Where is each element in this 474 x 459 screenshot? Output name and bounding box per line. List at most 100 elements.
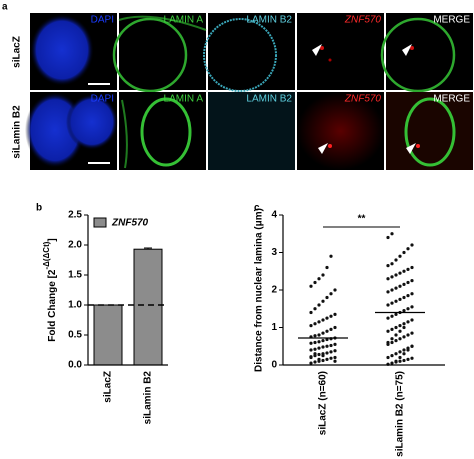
data-point <box>402 269 406 273</box>
data-point <box>402 295 406 300</box>
nucleus <box>66 94 118 150</box>
data-point <box>386 277 390 281</box>
data-point <box>309 284 313 288</box>
data-point <box>317 346 321 350</box>
data-point <box>309 310 313 315</box>
data-point <box>410 243 414 247</box>
data-point <box>410 318 414 322</box>
data-point <box>394 352 398 356</box>
row-label: siLamin B2 <box>12 105 23 159</box>
data-point <box>398 359 402 363</box>
data-point <box>325 357 329 361</box>
signal <box>328 144 332 148</box>
data-point <box>406 247 410 251</box>
data-point <box>317 352 321 357</box>
data-point <box>325 295 329 300</box>
error-bar <box>144 247 152 250</box>
data-point <box>325 265 329 270</box>
data-point <box>410 344 414 348</box>
data-point <box>317 340 321 344</box>
y-tick-label: 0.5 <box>68 330 82 341</box>
x-tick-label: siLamin B2 (n=75) <box>395 371 406 457</box>
data-point <box>321 358 325 363</box>
data-point <box>313 334 317 338</box>
y-tick-label: 2.5 <box>68 210 82 221</box>
data-point <box>386 290 390 294</box>
panel-label: a <box>2 2 8 13</box>
image <box>208 13 295 90</box>
data-point <box>398 271 402 275</box>
data-point <box>390 327 394 331</box>
data-point <box>333 355 337 360</box>
data-point <box>390 314 394 318</box>
data-point <box>321 273 325 277</box>
lamina <box>404 97 456 167</box>
data-point <box>329 350 333 354</box>
data-point <box>398 337 402 341</box>
data-point <box>406 320 410 324</box>
data-point <box>321 331 325 335</box>
data-point <box>390 262 394 266</box>
bar <box>93 304 123 366</box>
data-point <box>390 288 394 292</box>
data-point <box>402 322 406 326</box>
data-point <box>398 284 402 288</box>
data-point <box>386 329 390 333</box>
arrowhead <box>406 143 416 154</box>
legend-label: ZNF570 <box>111 218 149 229</box>
arrowhead <box>402 44 412 56</box>
data-point <box>394 333 398 337</box>
data-point <box>333 312 337 316</box>
data-point <box>313 340 317 345</box>
data-point <box>313 360 317 364</box>
data-point <box>394 299 398 303</box>
data-point <box>386 355 390 360</box>
y-tick-label: 0 <box>271 360 277 371</box>
signal <box>416 144 420 148</box>
signal <box>410 46 414 50</box>
lamina <box>140 97 192 167</box>
data-point <box>321 345 325 349</box>
data-point <box>333 325 337 330</box>
image <box>208 92 295 170</box>
significance-label: ** <box>358 214 366 225</box>
lamina <box>112 17 188 93</box>
y-tick-label: 3 <box>271 247 277 258</box>
channel-label: LAMIN B2 <box>246 94 292 105</box>
data-point <box>325 344 329 348</box>
data-point <box>309 361 313 365</box>
lamina <box>118 15 207 31</box>
data-point <box>410 305 414 309</box>
data-point <box>406 333 410 337</box>
y-axis-label: Distance from nuclear lamina (μm) <box>254 208 265 372</box>
channel-label: DAPI <box>91 94 114 105</box>
data-point <box>402 358 406 363</box>
panel-label: c <box>254 203 260 214</box>
y-tick-label: 2 <box>271 285 277 296</box>
nucleus <box>30 14 94 86</box>
y-axis-label: Fold Change [2-Δ(ΔCt)] <box>42 238 58 342</box>
data-point <box>406 348 410 352</box>
y-tick-label: 4 <box>271 210 277 221</box>
signal <box>320 46 324 50</box>
data-point <box>410 292 414 296</box>
data-point <box>402 282 406 286</box>
data-point <box>402 309 406 313</box>
data-point <box>317 303 321 307</box>
y-tick-label: 2.0 <box>68 240 82 251</box>
data-point <box>386 303 390 307</box>
lamina <box>203 18 277 92</box>
data-point <box>313 280 317 285</box>
arrowhead <box>318 143 328 154</box>
data-point <box>317 320 321 324</box>
channel-label: ZNF570 <box>344 94 382 105</box>
data-point <box>398 350 402 354</box>
data-point <box>329 254 333 258</box>
channel-label: LAMIN A <box>164 94 204 105</box>
data-point <box>390 301 394 305</box>
data-point <box>410 279 414 283</box>
data-point <box>398 254 402 258</box>
data-point <box>406 280 410 285</box>
data-point <box>329 292 333 296</box>
